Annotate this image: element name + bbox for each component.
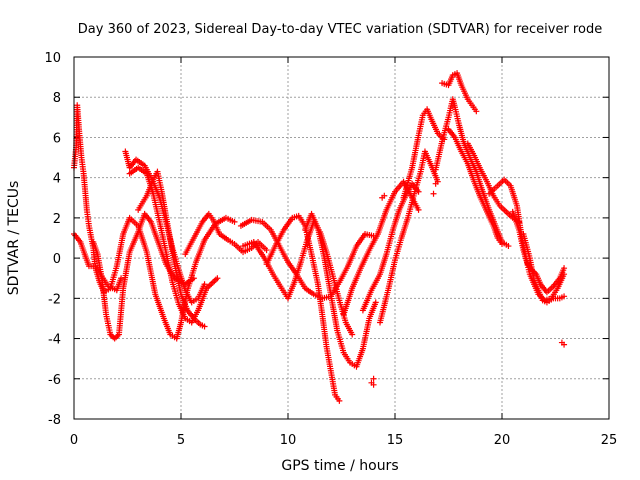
y-tick-label: -6 [48, 373, 61, 388]
data-point [372, 299, 379, 306]
y-tick-label: 8 [53, 91, 61, 106]
data-point [432, 180, 439, 187]
x-tick-label: 0 [70, 433, 78, 448]
y-tick-label: -8 [48, 413, 61, 428]
data-point [415, 206, 422, 213]
data-point [473, 108, 480, 115]
data-point [190, 275, 197, 282]
y-tick-label: 6 [53, 131, 61, 146]
data-point [336, 397, 343, 404]
x-axis-label: GPS time / hours [281, 458, 398, 474]
y-tick-label: 4 [53, 172, 61, 187]
x-tick-label: 15 [387, 433, 404, 448]
x-tick-labels: 0 5 10 15 20 25 [70, 433, 617, 448]
data-point [231, 218, 238, 225]
y-tick-label: 10 [44, 51, 61, 66]
y-tick-label: 2 [53, 212, 61, 227]
y-tick-label: -4 [48, 333, 61, 348]
x-tick-label: 10 [280, 433, 297, 448]
data-point [201, 323, 208, 330]
data-points [71, 70, 568, 404]
data-point [499, 241, 505, 248]
x-tick-label: 5 [177, 433, 185, 448]
data-point [505, 243, 512, 250]
data-point [430, 190, 437, 197]
data-point [561, 265, 568, 272]
data-point [370, 375, 377, 382]
plot-frame [73, 56, 610, 420]
chart-title: Day 360 of 2023, Sidereal Day-to-day VTE… [78, 22, 602, 37]
data-point [368, 379, 375, 386]
data-point [214, 275, 221, 282]
y-tick-label: -2 [48, 292, 61, 307]
y-tick-label: 0 [53, 252, 61, 267]
x-tick-label: 20 [494, 433, 511, 448]
y-tick-labels: -8 -6 -4 -2 0 2 4 6 8 10 [44, 51, 61, 428]
data-point [561, 341, 568, 348]
data-point [201, 281, 208, 288]
data-point [349, 331, 356, 338]
data-point [263, 247, 270, 254]
x-tick-label: 25 [601, 433, 618, 448]
data-point [381, 192, 388, 199]
y-axis-label: SDTVAR / TECUs [6, 181, 22, 296]
data-point [561, 293, 568, 300]
